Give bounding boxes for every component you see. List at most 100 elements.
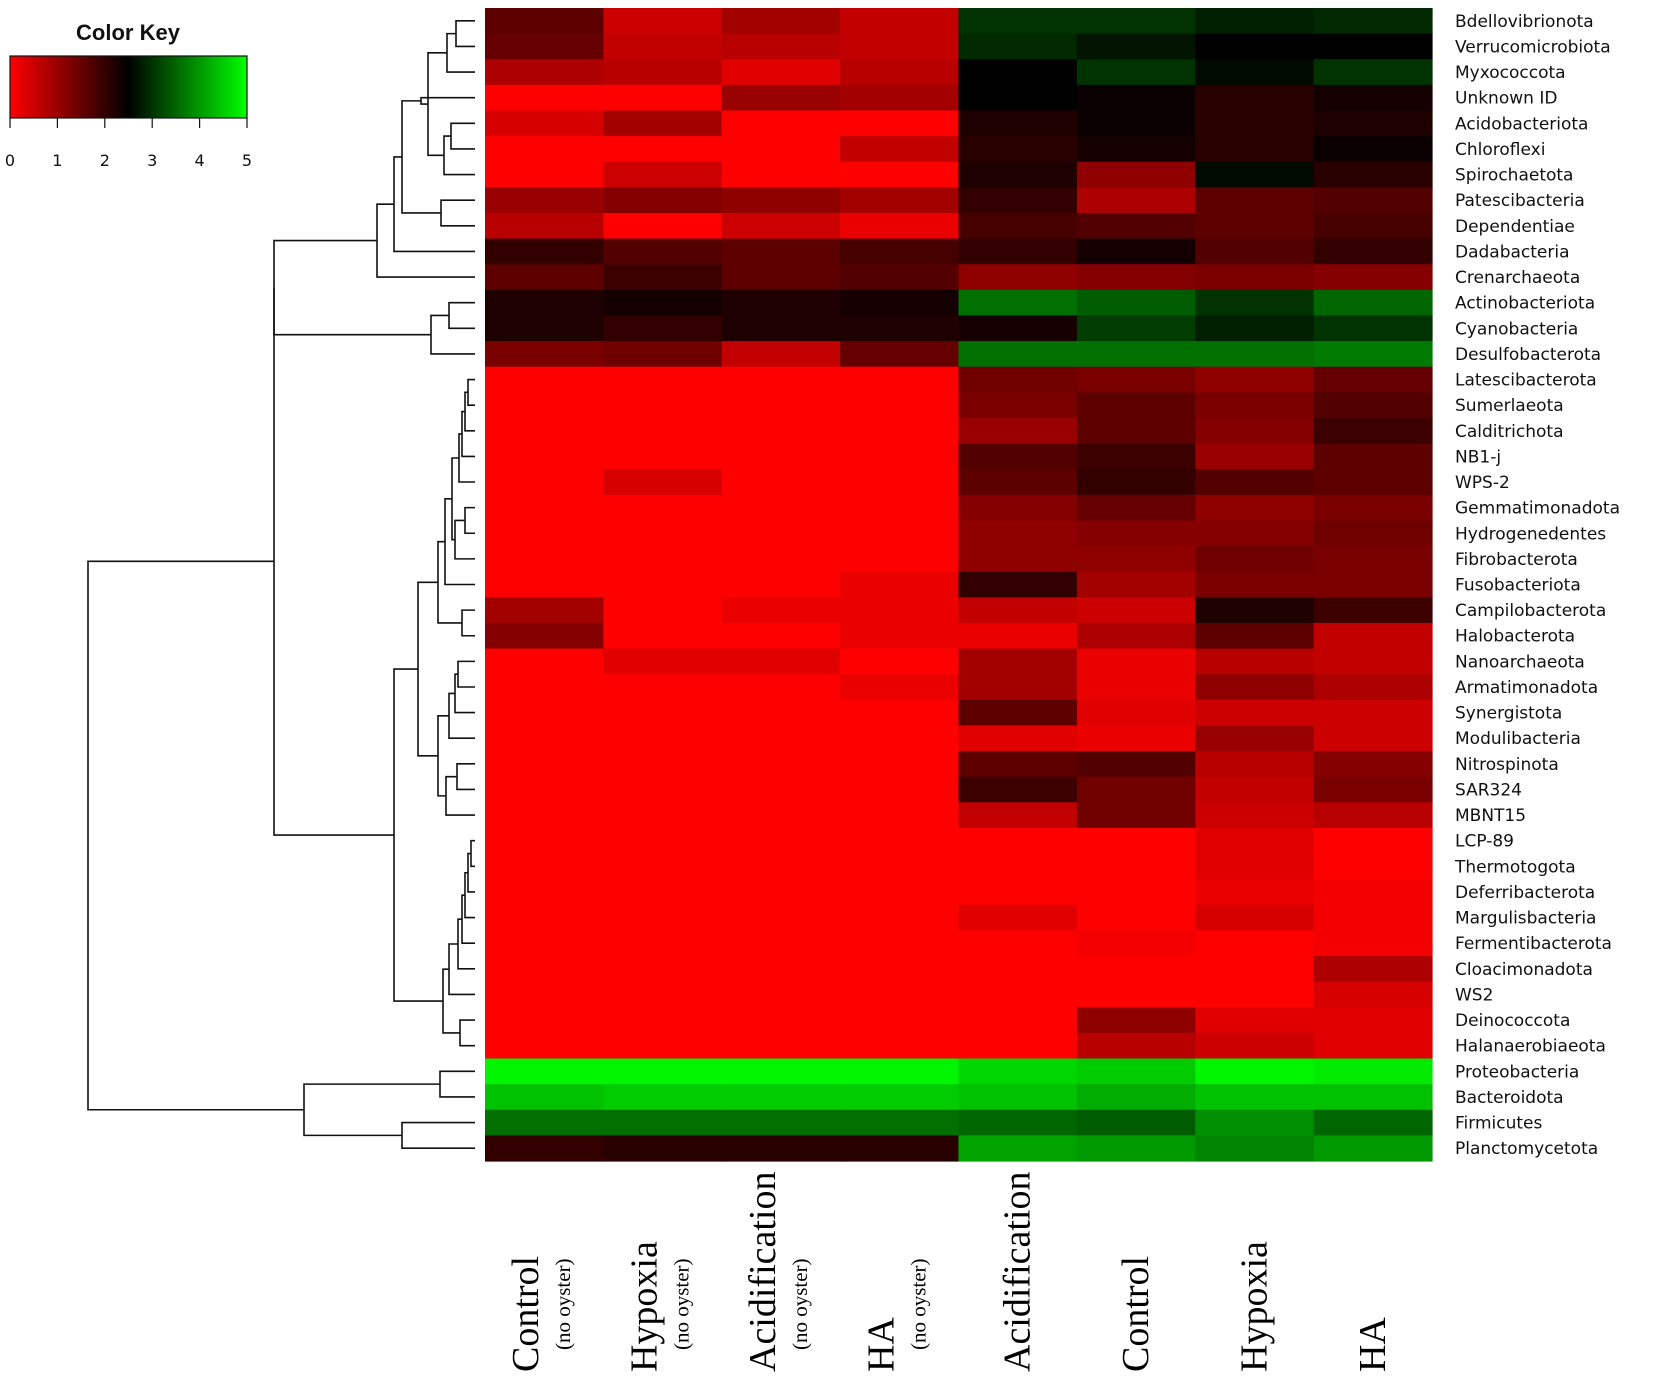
heatmap-cell	[603, 59, 723, 86]
heatmap-cell	[721, 648, 841, 675]
heatmap-cell	[1076, 392, 1196, 419]
heatmap-cell	[1195, 469, 1315, 496]
row-label: Dadabacteria	[1455, 242, 1570, 262]
column-sublabel: (no oyster)	[788, 1258, 812, 1350]
heatmap-cell	[603, 443, 723, 470]
heatmap-cell	[1313, 136, 1433, 163]
heatmap-cell	[1076, 930, 1196, 957]
heatmap-cell	[721, 930, 841, 957]
heatmap-cell	[840, 802, 960, 829]
heatmap-cell	[603, 8, 723, 35]
heatmap-cell	[603, 494, 723, 522]
heatmap-cell	[721, 289, 841, 317]
heatmap-cell	[603, 520, 723, 547]
heatmap-cell	[958, 8, 1078, 35]
heatmap-cells	[485, 8, 1433, 1162]
heatmap-cell	[721, 622, 841, 650]
dendrogram-branch	[430, 314, 475, 355]
row-label: Campilobacterota	[1455, 601, 1606, 621]
row-dendrogram	[87, 20, 475, 1149]
heatmap-cell	[1313, 315, 1433, 342]
heatmap-cell	[1076, 315, 1196, 342]
heatmap-cell	[1195, 879, 1315, 906]
heatmap-cell	[1313, 1109, 1433, 1136]
heatmap-cell	[603, 289, 723, 317]
dendrogram-branch	[464, 391, 475, 432]
heatmap-cell	[840, 904, 960, 931]
heatmap-cell	[1195, 956, 1315, 983]
heatmap-cell	[1076, 469, 1196, 496]
heatmap-cell	[603, 33, 723, 60]
row-label: SAR324	[1455, 780, 1522, 800]
dendrogram-branch	[303, 1083, 440, 1137]
heatmap-cell	[958, 1135, 1078, 1162]
heatmap-cell	[958, 520, 1078, 547]
heatmap-cell	[1195, 494, 1315, 522]
heatmap-cell	[958, 494, 1078, 522]
heatmap-cell	[603, 1135, 723, 1162]
heatmap-cell	[840, 341, 960, 368]
row-label: Crenarchaeota	[1455, 268, 1580, 288]
heatmap-cell	[721, 366, 841, 393]
row-label: Nanoarchaeota	[1455, 652, 1585, 672]
heatmap-cell	[1076, 1084, 1196, 1111]
heatmap-cell	[721, 187, 841, 214]
heatmap-cell	[485, 392, 604, 419]
row-label: Cloacimonadota	[1455, 960, 1593, 980]
heatmap-cell	[840, 597, 960, 624]
heatmap-cell	[1076, 827, 1196, 855]
heatmap-cell	[840, 136, 960, 163]
heatmap-cell	[721, 136, 841, 163]
heatmap-cell	[721, 212, 841, 240]
heatmap-cell	[721, 879, 841, 906]
heatmap-cell	[485, 827, 604, 855]
heatmap-cell	[485, 699, 604, 727]
heatmap-cell	[721, 802, 841, 829]
heatmap-cell	[840, 1007, 960, 1034]
heatmap-cell	[958, 1032, 1078, 1060]
heatmap-cell	[1076, 187, 1196, 214]
heatmap-cell	[721, 494, 841, 522]
row-label: Hydrogenedentes	[1455, 524, 1606, 544]
heatmap-cell	[1313, 264, 1433, 291]
heatmap-cell	[485, 674, 604, 701]
heatmap-cell	[958, 136, 1078, 163]
heatmap-cell	[1195, 1135, 1315, 1162]
heatmap-cell	[958, 546, 1078, 573]
heatmap-cell	[721, 776, 841, 803]
column-labels: Control (no oyster) Hypoxia (no oyster) Acid…	[505, 1172, 1394, 1372]
heatmap-cell	[603, 725, 723, 752]
dendrogram-branch	[445, 775, 475, 816]
heatmap-cell	[1195, 1058, 1315, 1085]
key-tick-label: 5	[242, 151, 252, 170]
heatmap-cell	[840, 622, 960, 650]
heatmap-cell	[721, 443, 841, 470]
heatmap-cell	[840, 1084, 960, 1111]
heatmap-cell	[1313, 8, 1433, 35]
heatmap-cell	[603, 1109, 723, 1136]
heatmap-cell	[1313, 930, 1433, 957]
heatmap-cell	[840, 392, 960, 419]
heatmap-cell	[485, 59, 604, 86]
heatmap-cell	[603, 674, 723, 701]
row-label: NB1-j	[1455, 447, 1501, 467]
heatmap-cell	[1195, 648, 1315, 675]
heatmap-cell	[1313, 648, 1433, 675]
heatmap-cell	[1313, 904, 1433, 931]
heatmap-cell	[721, 1058, 841, 1085]
heatmap-cell	[840, 520, 960, 547]
heatmap-cell	[485, 956, 604, 983]
heatmap-cell	[1195, 520, 1315, 547]
heatmap-cell	[958, 776, 1078, 803]
column-label: Hypoxia	[624, 1241, 666, 1372]
heatmap-cell	[603, 212, 723, 240]
heatmap-cell	[840, 674, 960, 701]
heatmap-cell	[485, 212, 604, 240]
heatmap-cell	[840, 187, 960, 214]
heatmap-cell	[1195, 289, 1315, 317]
heatmap-cell	[485, 725, 604, 752]
heatmap-cell	[958, 648, 1078, 675]
heatmap-cell	[485, 546, 604, 573]
heatmap-cell	[603, 315, 723, 342]
